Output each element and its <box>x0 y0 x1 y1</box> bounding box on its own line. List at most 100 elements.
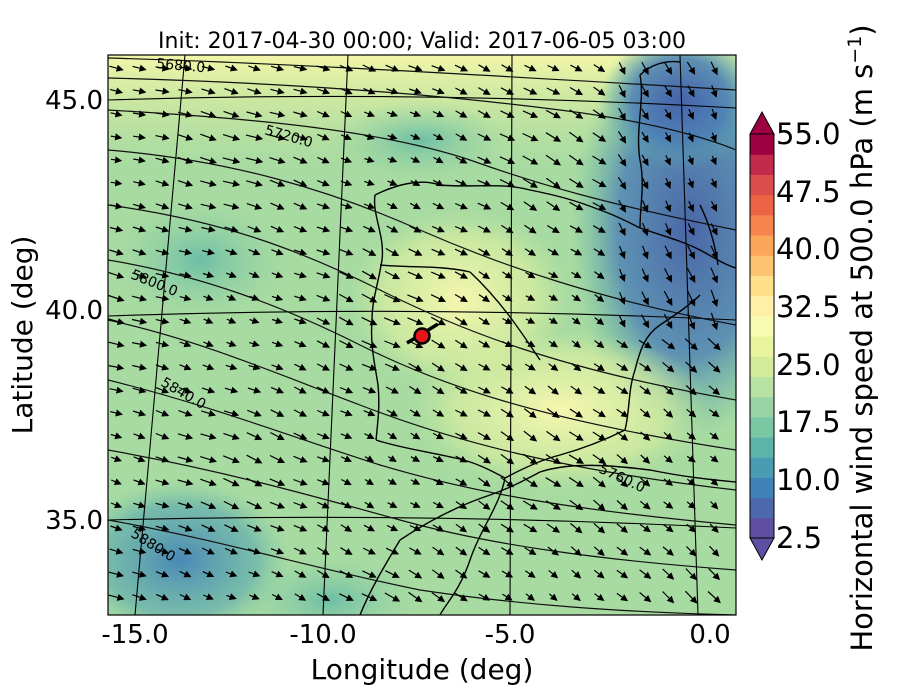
meridian-15w <box>134 55 186 615</box>
colorbar-frame <box>749 133 775 539</box>
wind-arrow <box>132 110 147 118</box>
wind-arrow <box>293 179 308 187</box>
wind-arrow <box>294 386 307 394</box>
wind-arrow <box>386 202 398 209</box>
wind-arrow <box>386 524 399 532</box>
wind-arrow <box>178 87 193 95</box>
wind-arrow <box>455 386 468 394</box>
wind-arrow <box>247 225 262 233</box>
wind-arrow <box>270 409 285 417</box>
wind-arrow <box>432 546 445 556</box>
wind-arrow <box>109 547 124 555</box>
wind-arrow <box>663 431 673 441</box>
wind-arrow <box>110 432 123 440</box>
wind-arrow <box>110 202 123 210</box>
wind-arrow <box>293 478 308 486</box>
wind-arrow <box>179 570 192 578</box>
wind-arrow <box>687 85 695 98</box>
wind-arrow <box>108 318 125 325</box>
wind-arrow <box>454 64 469 72</box>
colorbar: 55.0 47.5 40.0 32.5 25.0 17.5 10.0 2.5 H… <box>749 24 879 652</box>
wind-arrow <box>155 547 170 555</box>
wind-arrow <box>592 225 606 233</box>
wind-arrow <box>270 87 285 95</box>
wind-arrow <box>223 500 240 510</box>
colorbar-cell <box>750 174 774 196</box>
wind-arrow <box>269 110 286 118</box>
wind-arrow <box>687 312 696 330</box>
wind-arrow <box>271 570 284 578</box>
wind-arrow <box>270 524 285 532</box>
wind-arrow <box>108 570 125 578</box>
wind-arrow <box>364 133 375 141</box>
wind-arrow <box>317 133 330 141</box>
wind-arrow <box>108 272 125 279</box>
wind-arrow <box>616 592 629 602</box>
wind-arrow <box>177 478 194 486</box>
wind-arrow <box>177 501 194 509</box>
wind-arrow <box>109 225 124 233</box>
wind-arrow <box>131 317 148 325</box>
wind-arrow <box>454 248 469 256</box>
contour-line <box>108 319 736 491</box>
wind-arrow <box>522 178 538 188</box>
wind-arrow <box>363 409 376 417</box>
wind-arrow <box>500 523 515 533</box>
wind-arrow <box>248 64 261 72</box>
colorbar-tick-label: 47.5 <box>776 175 841 209</box>
wind-arrow <box>155 202 170 210</box>
wind-arrow <box>523 201 538 211</box>
wind-arrow <box>408 362 423 372</box>
wind-arrow <box>662 385 674 396</box>
wind-arrow <box>477 432 492 440</box>
wind-arrow <box>500 500 515 510</box>
wind-arrow <box>223 202 240 210</box>
wind-arrow <box>501 363 514 371</box>
wind-arrow <box>616 476 628 488</box>
wind-arrow <box>639 546 652 556</box>
wind-arrow <box>200 409 217 417</box>
wind-arrow <box>568 431 584 441</box>
wind-arrow <box>226 317 237 324</box>
colorbar-tick-label: 32.5 <box>776 290 841 324</box>
wind-arrow <box>362 547 376 555</box>
wind-arrow <box>641 85 649 98</box>
wind-arrow <box>108 340 125 348</box>
contour-line <box>108 449 736 571</box>
wind-arrow <box>131 340 148 348</box>
wind-arrow <box>247 524 262 532</box>
wind-arrow <box>409 385 422 395</box>
wind-arrow <box>201 64 216 72</box>
wind-arrow <box>293 110 308 118</box>
colorbar-cell <box>750 457 774 478</box>
wind-arrow <box>592 155 607 165</box>
colorbar-ticks: 55.0 47.5 40.0 32.5 25.0 17.5 10.0 2.5 <box>776 117 841 555</box>
wind-arrow <box>545 109 561 119</box>
wind-arrow <box>155 179 170 187</box>
wind-arrow <box>432 385 445 395</box>
wind-arrow <box>617 153 627 167</box>
wind-arrow <box>641 200 649 213</box>
wind-arrow <box>201 225 216 233</box>
wind-arrow <box>593 569 605 579</box>
wind-arrow <box>110 524 123 532</box>
wind-arrow <box>640 431 651 441</box>
site-marker <box>413 327 431 345</box>
wind-arrow <box>431 64 446 72</box>
wind-arrow <box>155 386 170 394</box>
wind-arrow <box>340 87 353 95</box>
wind-arrow <box>641 245 649 260</box>
wind-arrow <box>617 176 627 190</box>
wind-arrow <box>409 547 422 555</box>
wind-arrow <box>384 592 401 602</box>
wind-arrow <box>316 593 330 601</box>
wind-arrow <box>249 271 260 278</box>
wind-arrow <box>687 223 695 236</box>
wind-arrow <box>201 547 215 555</box>
wind-arrow <box>133 133 146 141</box>
colorbar-tick-label: 40.0 <box>776 232 841 266</box>
wind-arrow <box>132 64 147 72</box>
wind-arrow <box>316 363 330 371</box>
wind-arrow <box>710 155 717 166</box>
wind-arrow <box>477 110 491 118</box>
